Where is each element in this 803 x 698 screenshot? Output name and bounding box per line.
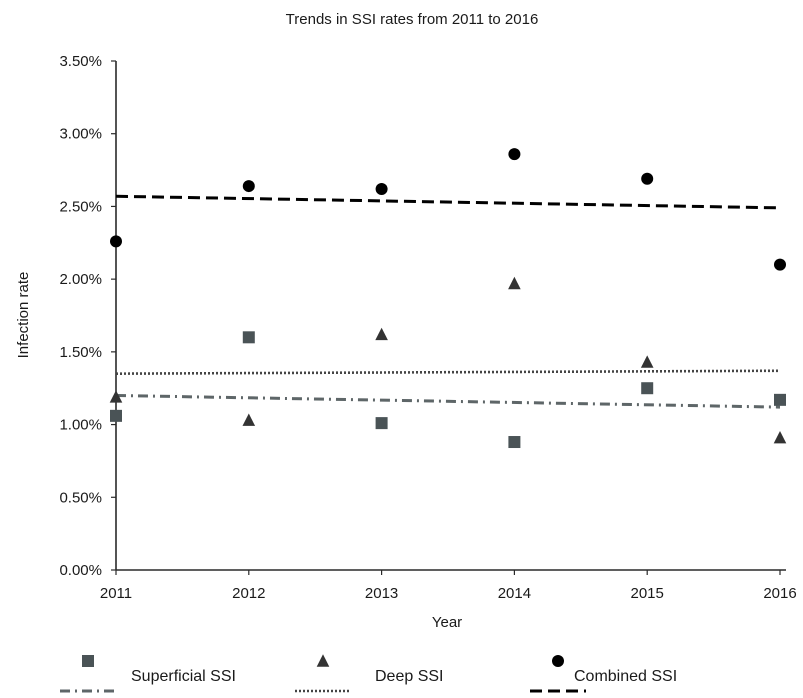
data-point-square: [508, 436, 521, 449]
data-point-triangle: [508, 276, 521, 290]
trendline-square: [115, 393, 781, 409]
y-tick-label: 1.50%: [59, 344, 102, 361]
trendline-circle: [115, 194, 781, 210]
y-tick-label: 3.00%: [59, 126, 102, 143]
data-point-circle: [641, 172, 654, 185]
legend-label: Combined SSI: [574, 668, 677, 685]
y-tick-label: 0.50%: [59, 489, 102, 506]
legend-marker-circle: [552, 655, 564, 667]
data-point-circle: [375, 182, 388, 195]
legend-marker-square: [82, 655, 94, 667]
trendline-triangle: [115, 369, 781, 375]
data-point-circle: [110, 235, 122, 248]
data-point-triangle: [109, 390, 123, 403]
y-tick-label: 2.00%: [59, 271, 102, 288]
data-point-square: [774, 393, 786, 406]
y-axis-title: Infection rate: [15, 272, 32, 359]
x-tick-label: 2016: [763, 585, 796, 602]
legend-marker-triangle: [316, 654, 330, 667]
x-tick-label: 2015: [631, 585, 664, 602]
data-point-circle: [242, 180, 255, 193]
data-point-circle: [774, 258, 786, 271]
legend-label: Deep SSI: [375, 668, 443, 685]
plot-area: 0.00% 0.50% 1.00% 1.50% 2.00% 2.50% 3.00% 3.50%…: [59, 53, 796, 602]
x-tick-label: 2012: [232, 585, 265, 602]
data-point-circle: [508, 148, 521, 161]
data-point-triangle: [640, 355, 654, 368]
data-point-square: [242, 331, 255, 344]
x-tick-label: 2011: [100, 585, 132, 602]
y-tick-label: 0.00%: [59, 562, 102, 579]
y-tick-label: 3.50%: [59, 53, 102, 70]
y-tick-label: 1.00%: [59, 417, 102, 434]
chart-title: Trends in SSI rates from 2011 to 2016: [286, 11, 539, 28]
data-point-triangle: [773, 430, 787, 444]
data-point-square: [110, 409, 122, 422]
x-tick-label: 2013: [365, 585, 398, 602]
x-axis-title: Year: [432, 614, 462, 631]
data-point-triangle: [242, 413, 256, 426]
data-point-square: [375, 417, 388, 430]
data-point-square: [641, 382, 654, 395]
data-point-triangle: [375, 327, 388, 341]
y-tick-label: 2.50%: [59, 198, 102, 215]
legend: Superficial SSI Deep SSI Combined SSI: [60, 654, 677, 693]
x-tick-label: 2014: [498, 585, 531, 602]
legend-label: Superficial SSI: [131, 668, 236, 685]
